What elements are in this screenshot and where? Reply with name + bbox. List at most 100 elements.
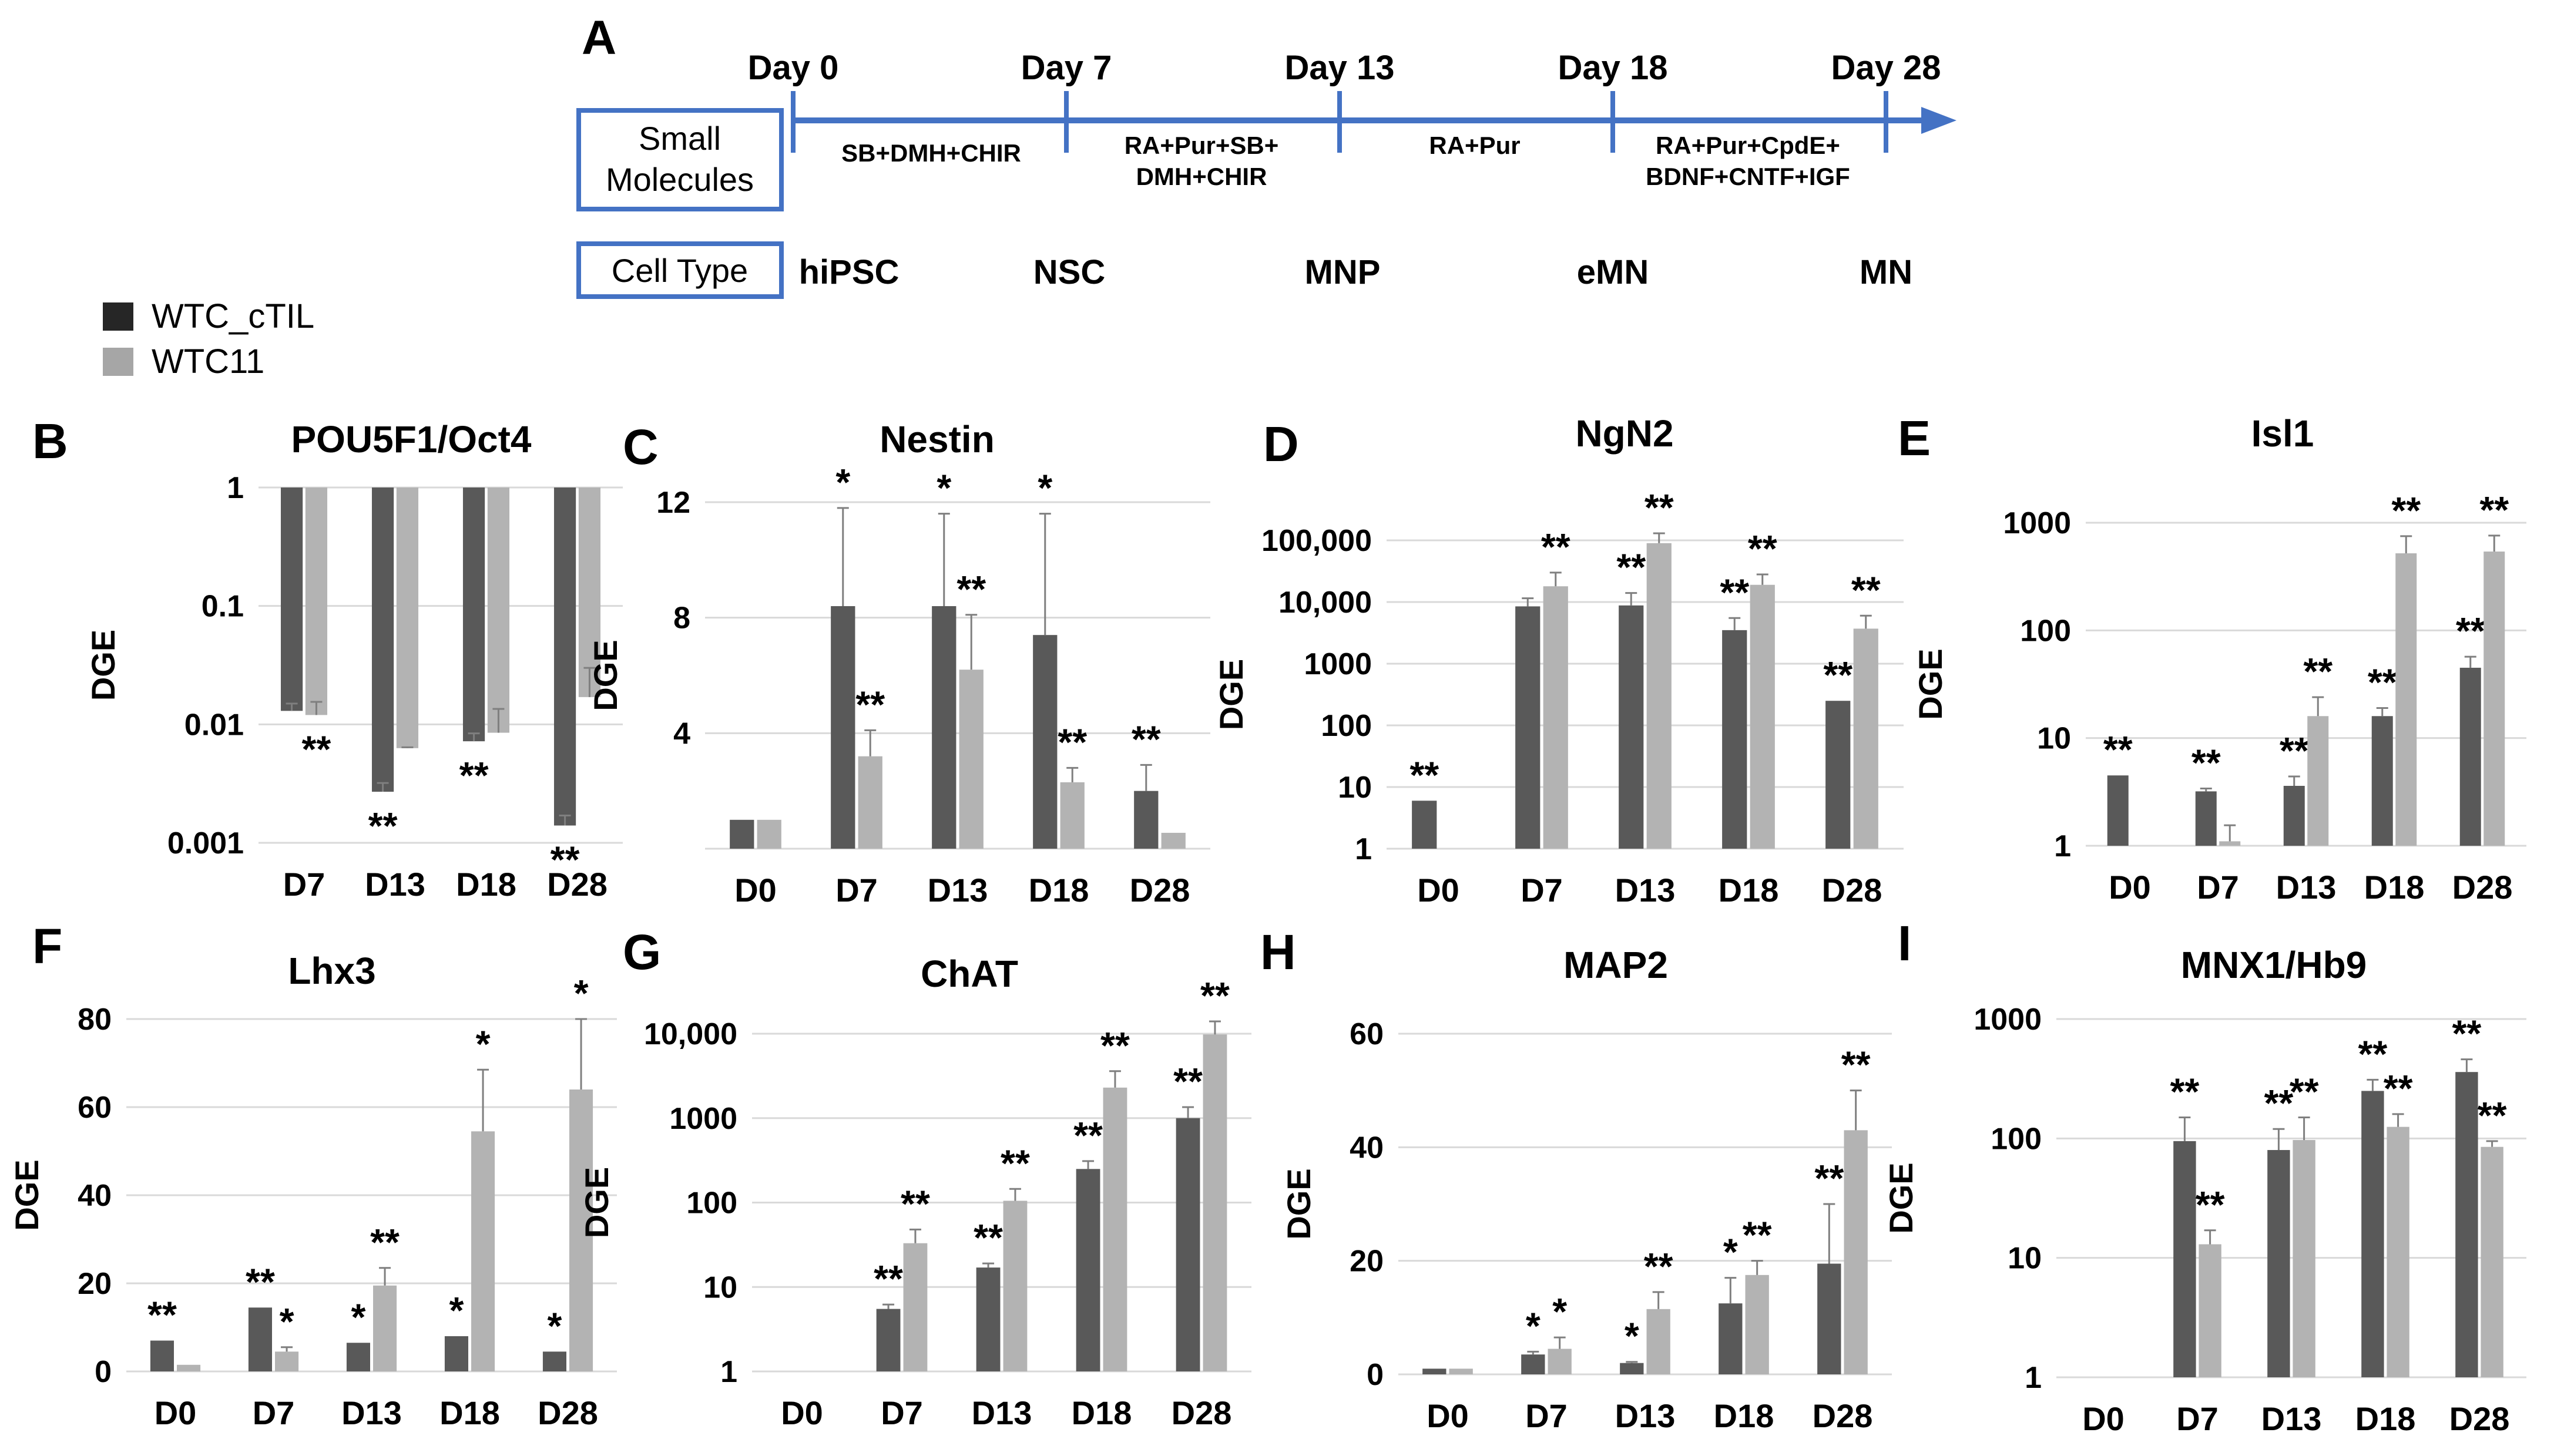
significance-mark: ** [2303,650,2333,692]
y-tick-label: 10,000 [1278,586,1372,620]
significance-mark: ** [147,1294,177,1336]
bar-wtc-ctil [1719,1303,1743,1374]
y-tick-label: 12 [656,486,690,520]
y-axis-label: DGE [1882,1162,1919,1233]
cell-type-1: NSC [1033,253,1105,291]
significance-mark: * [1526,1304,1541,1347]
bar-wtc11 [1543,586,1568,849]
significance-mark: ** [1541,526,1570,568]
y-tick-label: 100 [1991,1122,2042,1156]
bar-wtc11 [177,1364,201,1371]
bar-wtc-ctil [1515,606,1541,849]
significance-mark: ** [1058,721,1087,763]
x-tick-label: D28 [1822,872,1882,909]
bar-wtc-ctil [542,1351,566,1371]
y-tick-label: 60 [1350,1017,1384,1051]
day-label-0: Day 0 [748,49,839,87]
significance-mark: ** [1644,1245,1673,1287]
y-tick-label: 100 [686,1186,737,1220]
bar-wtc11 [1646,1309,1670,1374]
x-tick-label: D7 [2176,1400,2219,1437]
y-tick-label: 1000 [2003,506,2071,540]
significance-mark: ** [551,839,580,881]
bar-wtc11 [1844,1130,1868,1374]
significance-mark: ** [368,805,398,847]
panel-label: D [1263,416,1299,472]
timeline-panel: A Day 0 Day 7 Day 13 Day 18 Day 28 Small… [576,11,1956,299]
y-tick-label: 60 [78,1091,112,1125]
y-tick-label: 20 [1350,1245,1384,1279]
significance-mark: ** [2196,1183,2225,1226]
panel-label: B [32,413,68,469]
significance-mark: ** [1073,1114,1103,1156]
bar-wtc11 [959,670,984,849]
bar-wtc-ctil [2107,775,2129,846]
chart-title: MAP2 [1563,944,1668,986]
y-tick-label: 0.001 [167,826,244,860]
bar-wtc11 [2219,841,2241,846]
bar-wtc-ctil [2361,1091,2384,1377]
legend-label-wtc11: WTC11 [152,342,264,381]
significance-mark: ** [2264,1082,2293,1124]
bar-wtc-ctil [730,819,754,849]
bar-wtc-ctil [462,487,485,742]
significance-mark: * [574,972,589,1014]
significance-mark: ** [2170,1071,2199,1113]
significance-mark: * [1625,1315,1639,1357]
x-tick-label: D18 [439,1394,500,1431]
significance-mark: ** [1748,527,1777,570]
significance-mark: ** [2456,610,2485,652]
phase-4-line-2: BDNF+CNTF+IGF [1646,163,1850,190]
x-tick-label: D13 [928,872,988,909]
x-tick-label: D0 [1427,1397,1469,1434]
x-tick-label: D0 [1417,872,1459,909]
significance-mark: ** [1001,1142,1030,1184]
chart-title: Nestin [880,418,995,460]
bar-wtc-ctil [150,1340,174,1371]
bar-wtc-ctil [932,606,957,849]
significance-mark: ** [302,728,331,770]
significance-mark: ** [1743,1214,1772,1256]
bar-wtc-ctil [1076,1169,1100,1371]
bar-wtc-ctil [1722,630,1747,849]
bar-wtc11 [275,1351,299,1371]
significance-mark: ** [1409,754,1439,796]
significance-mark: * [937,467,951,509]
significance-mark: ** [459,754,489,796]
chart-title: POU5F1/Oct4 [291,418,531,460]
y-tick-label: 1000 [1974,1003,2042,1037]
bar-wtc-ctil [1521,1354,1545,1374]
chart-e: 1000 100 10 1 Isl1 E DGE D0 ** D7 ** D13 ** ** D18 ** **… [1898,411,2526,906]
x-tick-label: D7 [1521,872,1563,909]
y-tick-label: 10 [703,1270,737,1304]
phase-4-line-1: RA+Pur+CpdE+ [1656,132,1840,159]
bar-wtc-ctil [2459,667,2481,846]
y-tick-label: 100 [1321,709,1372,743]
panel-label-a: A [582,11,616,65]
phase-1-line-1: SB+DMH+CHIR [841,139,1021,167]
bar-wtc-ctil [1176,1118,1200,1371]
significance-mark: * [1038,467,1052,509]
chart-title: NgN2 [1575,412,1673,455]
chart-b: 1 0.1 0.01 0.001 POU5F1/Oct4 B DGE D7 ** D13 ** D18… [32,413,623,903]
y-tick-label: 80 [78,1003,112,1037]
phase-3-line-1: RA+Pur [1429,132,1520,159]
significance-mark: * [449,1289,464,1331]
panel-label: E [1898,411,1931,466]
x-tick-label: D7 [283,866,325,903]
y-tick-label: 100,000 [1261,524,1372,558]
bar-wtc11 [1745,1275,1769,1374]
chart-title: Lhx3 [288,950,375,992]
bar-wtc11 [1103,1087,1127,1371]
phase-2-line-2: DMH+CHIR [1136,163,1267,190]
y-tick-label: 1000 [669,1102,737,1136]
x-tick-label: D28 [1172,1394,1232,1431]
y-tick-label: 100 [2020,614,2071,648]
panel-label: I [1898,916,1911,971]
x-tick-label: D0 [155,1394,197,1431]
bar-wtc-ctil [1620,1363,1644,1374]
bar-wtc-ctil [444,1336,468,1371]
y-tick-label: 40 [78,1179,112,1213]
significance-mark: * [548,1304,562,1347]
